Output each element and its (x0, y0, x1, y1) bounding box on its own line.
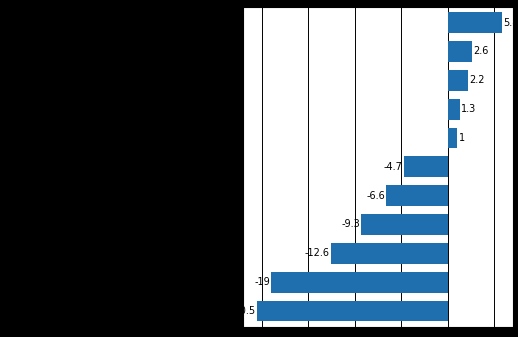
Bar (257, 301, 448, 321)
Bar (362, 214, 448, 235)
Text: -20.5: -20.5 (231, 306, 256, 316)
Bar (448, 12, 501, 33)
Text: -12.6: -12.6 (305, 248, 329, 258)
Text: -4.7: -4.7 (384, 162, 403, 172)
Bar (386, 185, 448, 206)
Bar (271, 272, 448, 293)
Text: 1: 1 (458, 133, 465, 143)
Text: 1.3: 1.3 (461, 104, 477, 114)
Text: -6.6: -6.6 (366, 191, 385, 201)
Bar (448, 128, 457, 148)
Text: -19: -19 (254, 277, 270, 287)
Text: 2.6: 2.6 (473, 47, 488, 56)
Bar (404, 156, 448, 177)
Text: 2.2: 2.2 (470, 75, 485, 85)
Bar (448, 99, 460, 120)
Bar (448, 41, 472, 62)
Text: 5.8: 5.8 (503, 18, 518, 28)
Text: -9.3: -9.3 (341, 219, 360, 229)
Bar (331, 243, 448, 264)
Bar (448, 70, 468, 91)
